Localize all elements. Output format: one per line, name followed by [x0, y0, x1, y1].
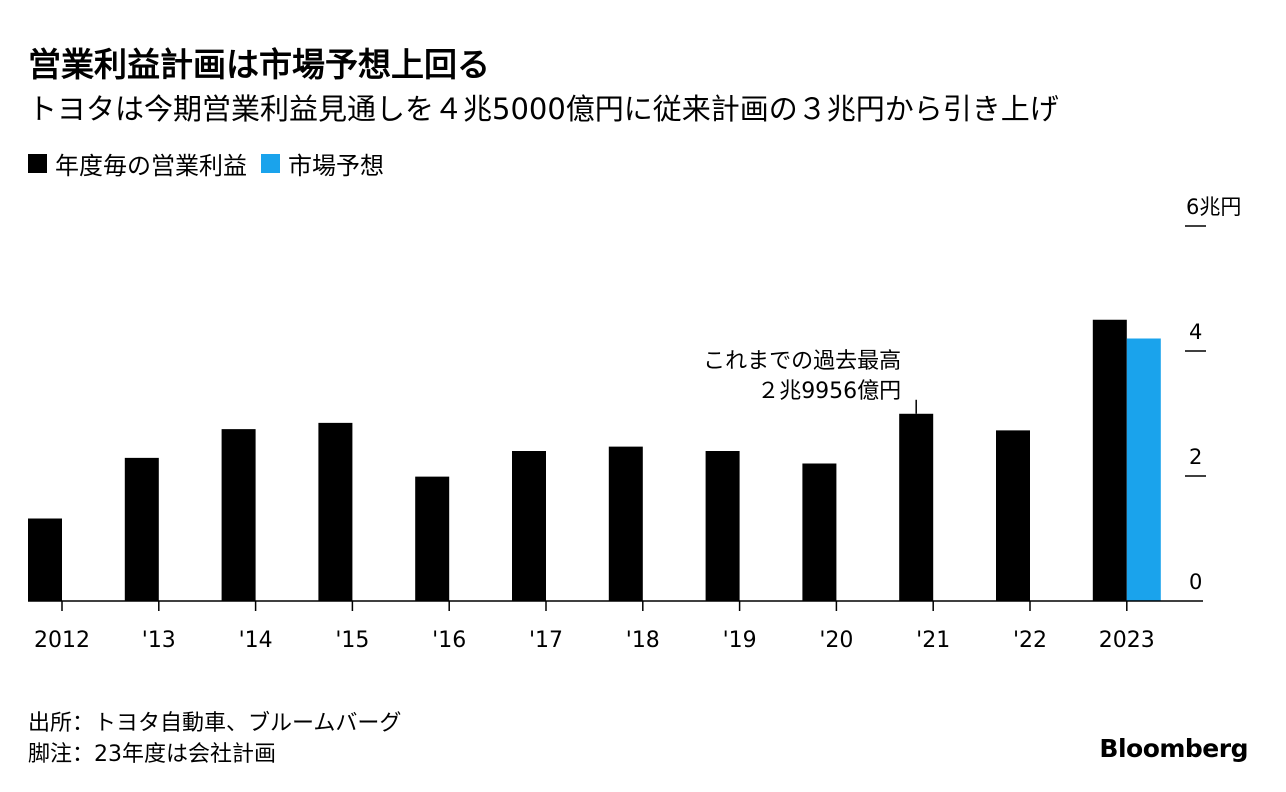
- bar-operating-profit: [899, 413, 934, 601]
- bar-operating-profit: [608, 446, 643, 601]
- x-tick-label: '14: [239, 628, 273, 653]
- bar-operating-profit: [996, 430, 1030, 601]
- x-tick-label: 2012: [34, 628, 90, 653]
- chart-subtitle: トヨタは今期営業利益見通しを４兆5000億円に従来計画の３兆円から引き上げ: [28, 92, 1059, 126]
- x-tick-label: 2023: [1099, 628, 1155, 653]
- bar-operating-profit: [802, 463, 837, 601]
- bar-market-forecast: [1126, 338, 1161, 601]
- legend-item-market-forecast: 市場予想: [261, 146, 384, 181]
- annotation-label: これまでの過去最高: [703, 349, 901, 374]
- source-line: 出所：トヨタ自動車、ブルームバーグ: [28, 711, 402, 736]
- bar-operating-profit: [221, 429, 256, 601]
- x-tick-label: '13: [142, 628, 176, 653]
- source-note: 出所：トヨタ自動車、ブルームバーグ 脚注：23年度は会社計画: [28, 708, 401, 770]
- legend-label-market-forecast: 市場予想: [288, 152, 384, 180]
- x-tick-label: '17: [529, 628, 563, 653]
- bar-operating-profit: [415, 476, 450, 601]
- legend: 年度毎の営業利益 市場予想: [28, 146, 398, 181]
- bar-operating-profit: [28, 518, 62, 601]
- y-tick-label: 2: [1189, 445, 1202, 469]
- x-tick-label: '22: [1013, 628, 1047, 653]
- y-tick-label: 0: [1189, 570, 1202, 594]
- legend-swatch-market-forecast: [261, 154, 280, 173]
- bar-operating-profit: [318, 422, 353, 601]
- y-tick-label: 4: [1189, 320, 1202, 344]
- bar-operating-profit: [1092, 319, 1127, 601]
- legend-item-operating-profit: 年度毎の営業利益: [28, 146, 247, 181]
- legend-swatch-operating-profit: [28, 154, 47, 173]
- bar-operating-profit: [705, 451, 740, 601]
- bar-operating-profit: [512, 451, 546, 601]
- y-tick-label: 6兆円: [1186, 195, 1241, 219]
- x-tick-label: '18: [626, 628, 660, 653]
- legend-label-operating-profit: 年度毎の営業利益: [55, 152, 247, 180]
- annotation-label: ２兆9956億円: [757, 379, 901, 404]
- footnote-line: 脚注：23年度は会社計画: [28, 742, 276, 767]
- x-tick-label: '21: [916, 628, 950, 653]
- x-tick-label: '20: [819, 628, 853, 653]
- chart-title: 営業利益計画は市場予想上回る: [28, 45, 490, 84]
- x-tick-label: '16: [432, 628, 466, 653]
- bloomberg-logo: Bloomberg: [1099, 734, 1248, 763]
- x-tick-label: '19: [723, 628, 757, 653]
- x-tick-label: '15: [335, 628, 369, 653]
- bar-operating-profit: [124, 457, 159, 601]
